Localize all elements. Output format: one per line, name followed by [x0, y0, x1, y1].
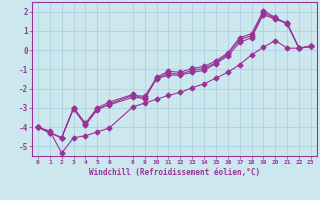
X-axis label: Windchill (Refroidissement éolien,°C): Windchill (Refroidissement éolien,°C) — [89, 168, 260, 177]
